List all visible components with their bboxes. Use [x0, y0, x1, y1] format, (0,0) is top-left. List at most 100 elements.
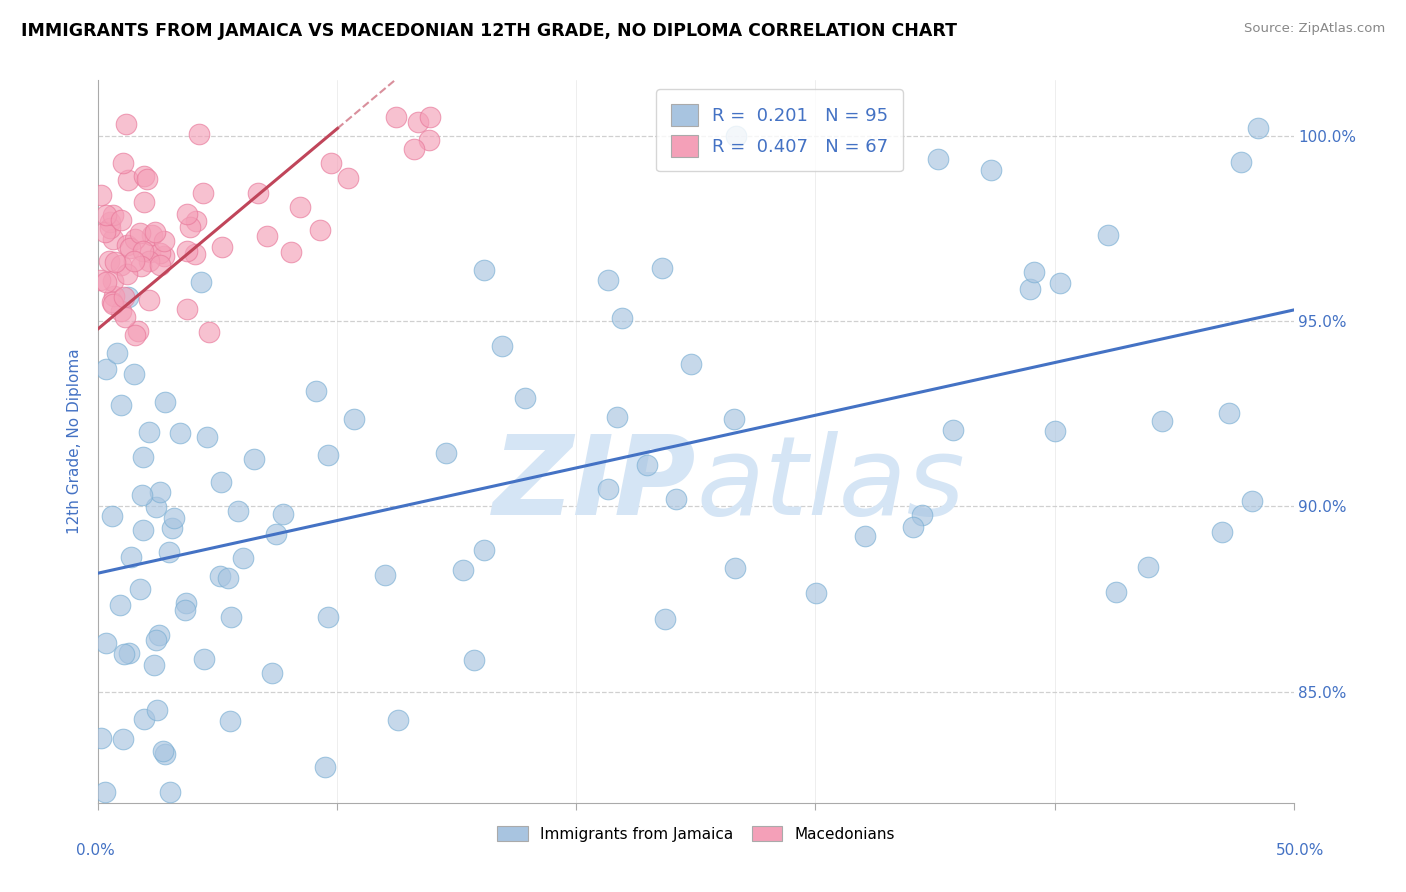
Point: [159, 785, 181, 799]
Point: [418, 111, 440, 125]
Point: [138, 244, 160, 259]
Point: [193, 652, 215, 666]
Point: [262, 665, 284, 680]
Point: [94, 208, 117, 222]
Point: [724, 561, 747, 575]
Point: [598, 272, 620, 286]
Point: [184, 247, 207, 261]
Point: [651, 260, 673, 275]
Point: [806, 586, 828, 600]
Point: [336, 171, 359, 186]
Point: [217, 570, 239, 584]
Point: [176, 302, 198, 317]
Point: [243, 452, 266, 467]
Point: [191, 186, 214, 201]
Point: [654, 612, 676, 626]
Point: [131, 488, 153, 502]
Point: [152, 744, 174, 758]
Point: [314, 759, 336, 773]
Point: [1241, 494, 1264, 508]
Point: [406, 115, 429, 129]
Point: [129, 259, 152, 273]
Point: [157, 545, 180, 559]
Point: [145, 633, 167, 648]
Point: [1018, 283, 1040, 297]
Point: [219, 714, 242, 728]
Point: [173, 603, 195, 617]
Point: [112, 731, 135, 746]
Point: [89, 273, 111, 287]
Point: [90, 731, 112, 746]
Point: [190, 275, 212, 289]
Legend: Immigrants from Jamaica, Macedonians: Immigrants from Jamaica, Macedonians: [489, 818, 903, 849]
Point: [725, 128, 748, 143]
Point: [453, 563, 475, 577]
Point: [927, 152, 949, 166]
Point: [149, 258, 172, 272]
Point: [195, 430, 218, 444]
Point: [598, 482, 620, 496]
Point: [110, 399, 132, 413]
Point: [103, 208, 125, 222]
Point: [120, 550, 142, 565]
Point: [228, 504, 250, 518]
Point: [101, 296, 124, 310]
Point: [187, 127, 209, 141]
Point: [124, 232, 146, 246]
Point: [316, 610, 339, 624]
Text: 0.0%: 0.0%: [76, 843, 115, 858]
Point: [387, 713, 409, 727]
Point: [149, 245, 172, 260]
Text: IMMIGRANTS FROM JAMAICA VS MACEDONIAN 12TH GRADE, NO DIPLOMA CORRELATION CHART: IMMIGRANTS FROM JAMAICA VS MACEDONIAN 12…: [21, 22, 957, 40]
Point: [110, 599, 132, 613]
Point: [264, 526, 287, 541]
Point: [343, 411, 366, 425]
Point: [472, 263, 495, 277]
Point: [115, 267, 138, 281]
Point: [129, 582, 152, 597]
Point: [491, 339, 513, 353]
Point: [163, 510, 186, 524]
Point: [256, 229, 278, 244]
Point: [143, 225, 166, 239]
Point: [132, 169, 155, 183]
Point: [120, 242, 142, 256]
Point: [219, 609, 242, 624]
Point: [402, 142, 425, 156]
Point: [138, 425, 160, 439]
Point: [1211, 524, 1233, 539]
Point: [94, 362, 117, 376]
Point: [136, 172, 159, 186]
Point: [98, 253, 121, 268]
Point: [208, 569, 231, 583]
Point: [636, 458, 658, 473]
Point: [232, 550, 254, 565]
Point: [176, 206, 198, 220]
Point: [169, 426, 191, 441]
Point: [610, 311, 633, 326]
Point: [1105, 585, 1128, 599]
Point: [1022, 265, 1045, 279]
Point: [513, 391, 536, 405]
Text: atlas: atlas: [696, 432, 965, 539]
Point: [124, 367, 146, 381]
Point: [90, 187, 112, 202]
Point: [110, 213, 132, 227]
Point: [103, 289, 125, 303]
Point: [142, 657, 165, 672]
Point: [305, 384, 328, 399]
Point: [1247, 121, 1270, 136]
Point: [1049, 277, 1071, 291]
Text: 50.0%: 50.0%: [1277, 843, 1324, 858]
Point: [148, 627, 170, 641]
Point: [1218, 406, 1240, 420]
Point: [434, 445, 457, 459]
Point: [606, 410, 628, 425]
Point: [124, 328, 146, 343]
Point: [131, 244, 153, 258]
Point: [1230, 154, 1253, 169]
Point: [131, 523, 153, 537]
Point: [174, 596, 197, 610]
Point: [94, 785, 117, 799]
Point: [94, 275, 117, 289]
